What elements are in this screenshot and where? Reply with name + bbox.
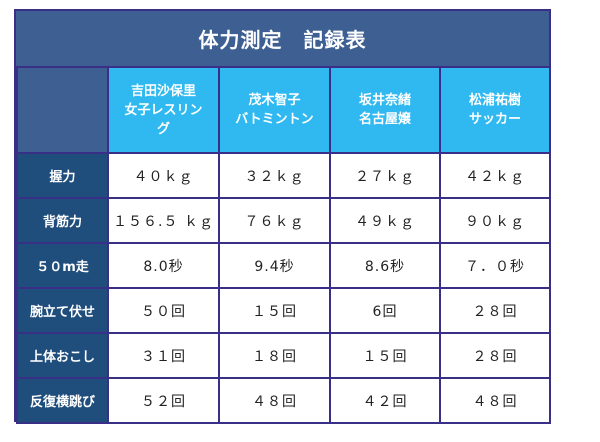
table-cell: ２８回 — [439, 332, 551, 379]
athlete-sport: サッカー — [468, 112, 521, 127]
row-label: 握力 — [16, 152, 109, 199]
table-row: ５０m走 8.0秒 9.4秒 8.6秒 ７．０秒 — [16, 242, 551, 289]
table-row: 反復横跳び ５２回 ４８回 ４２回 ４８回 — [16, 377, 551, 424]
table-cell: １８回 — [218, 332, 331, 379]
athlete-sport: 名古屋嬢 — [358, 112, 411, 127]
table-cell: １５６.５ ｋｇ — [107, 197, 220, 244]
athlete-sport: 女子レスリン — [124, 102, 203, 118]
athlete-name: 茂木智子 — [248, 93, 301, 108]
row-label: 反復横跳び — [16, 377, 109, 424]
table-row: 上体おこし ３１回 １８回 １５回 ２８回 — [16, 332, 551, 379]
table-cell: ５０回 — [107, 287, 220, 334]
table-cell: ２８回 — [439, 287, 551, 334]
table-cell: ４０ｋｇ — [107, 152, 220, 199]
table-cell: １５回 — [218, 287, 331, 334]
athlete-name: 坂井奈緒 — [358, 93, 411, 108]
table-cell: ３１回 — [107, 332, 220, 379]
athlete-header-2: 茂木智子 バトミントン — [218, 66, 331, 154]
table-row: 腕立て伏せ ５０回 １５回 6回 ２８回 — [16, 287, 551, 334]
table-cell: ４２ｋｇ — [439, 152, 551, 199]
table-cell: ９０ｋｇ — [439, 197, 551, 244]
record-sheet: 体力測定 記録表 吉田沙保里 女子レスリン グ 茂木智子 バトミントン 坂井奈緒… — [14, 9, 551, 424]
table-cell: ７６ｋｇ — [218, 197, 331, 244]
athlete-header-1: 吉田沙保里 女子レスリン グ — [107, 66, 220, 154]
athlete-sport: バトミントン — [235, 112, 314, 127]
table-cell: 9.4秒 — [218, 242, 331, 289]
table-row: 背筋力 １５６.５ ｋｇ ７６ｋｇ ４９ｋｇ ９０ｋｇ — [16, 197, 551, 244]
athlete-header-4: 松浦祐樹 サッカー — [439, 66, 551, 154]
sheet-title: 体力測定 記録表 — [16, 11, 549, 66]
table-cell: ４８回 — [218, 377, 331, 424]
table-cell: ４９ｋｇ — [329, 197, 441, 244]
table-cell: １５回 — [329, 332, 441, 379]
table-cell: ７．０秒 — [439, 242, 551, 289]
row-label: 上体おこし — [16, 332, 109, 379]
table-cell: ５２回 — [107, 377, 220, 424]
header-row: 吉田沙保里 女子レスリン グ 茂木智子 バトミントン 坂井奈緒 名古屋嬢 松浦祐… — [16, 66, 551, 154]
table-cell: 8.0秒 — [107, 242, 220, 289]
athlete-name: 松浦祐樹 — [468, 93, 521, 108]
table-row: 握力 ４０ｋｇ ３２ｋｇ ２７ｋｇ ４２ｋｇ — [16, 152, 551, 199]
table-cell: ４２回 — [329, 377, 441, 424]
row-label: 腕立て伏せ — [16, 287, 109, 334]
athlete-header-3: 坂井奈緒 名古屋嬢 — [329, 66, 441, 154]
corner-cell — [16, 66, 109, 154]
athlete-name: 吉田沙保里 — [130, 83, 196, 99]
record-table: 吉田沙保里 女子レスリン グ 茂木智子 バトミントン 坂井奈緒 名古屋嬢 松浦祐… — [16, 66, 551, 424]
row-label: 背筋力 — [16, 197, 109, 244]
table-cell: ３２ｋｇ — [218, 152, 331, 199]
athlete-sport: グ — [156, 121, 170, 137]
table-cell: 6回 — [329, 287, 441, 334]
table-cell: ２７ｋｇ — [329, 152, 441, 199]
table-cell: 8.6秒 — [329, 242, 441, 289]
table-cell: ４８回 — [439, 377, 551, 424]
row-label: ５０m走 — [16, 242, 109, 289]
